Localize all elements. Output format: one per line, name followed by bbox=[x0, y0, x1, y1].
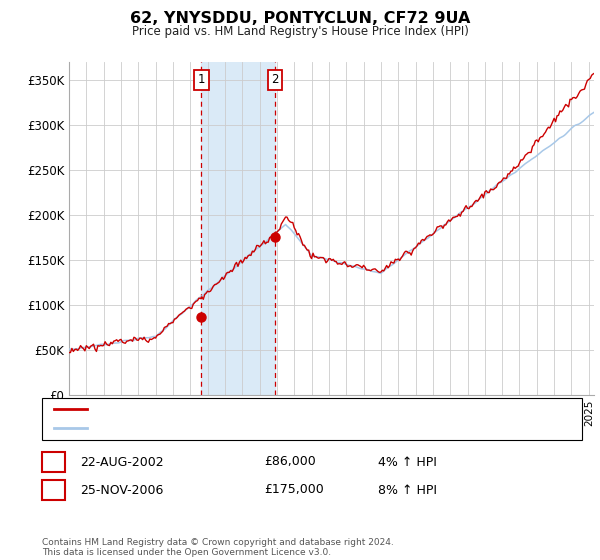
Text: 25-NOV-2006: 25-NOV-2006 bbox=[80, 483, 163, 497]
Text: 2: 2 bbox=[271, 73, 279, 86]
Text: Price paid vs. HM Land Registry's House Price Index (HPI): Price paid vs. HM Land Registry's House … bbox=[131, 25, 469, 38]
Text: 22-AUG-2002: 22-AUG-2002 bbox=[80, 455, 163, 469]
Text: £175,000: £175,000 bbox=[264, 483, 324, 497]
Text: £86,000: £86,000 bbox=[264, 455, 316, 469]
Text: HPI: Average price, detached house, Rhondda Cynon Taf: HPI: Average price, detached house, Rhon… bbox=[93, 423, 407, 433]
Text: 2: 2 bbox=[49, 483, 58, 497]
Text: Contains HM Land Registry data © Crown copyright and database right 2024.
This d: Contains HM Land Registry data © Crown c… bbox=[42, 538, 394, 557]
Text: 8% ↑ HPI: 8% ↑ HPI bbox=[378, 483, 437, 497]
Bar bbox=[202, 62, 275, 395]
Text: 4% ↑ HPI: 4% ↑ HPI bbox=[378, 455, 437, 469]
Text: 1: 1 bbox=[197, 73, 205, 86]
Text: 62, YNYSDDU, PONTYCLUN, CF72 9UA: 62, YNYSDDU, PONTYCLUN, CF72 9UA bbox=[130, 11, 470, 26]
Text: 62, YNYSDDU, PONTYCLUN, CF72 9UA (detached house): 62, YNYSDDU, PONTYCLUN, CF72 9UA (detach… bbox=[93, 404, 406, 414]
Text: 1: 1 bbox=[49, 455, 58, 469]
